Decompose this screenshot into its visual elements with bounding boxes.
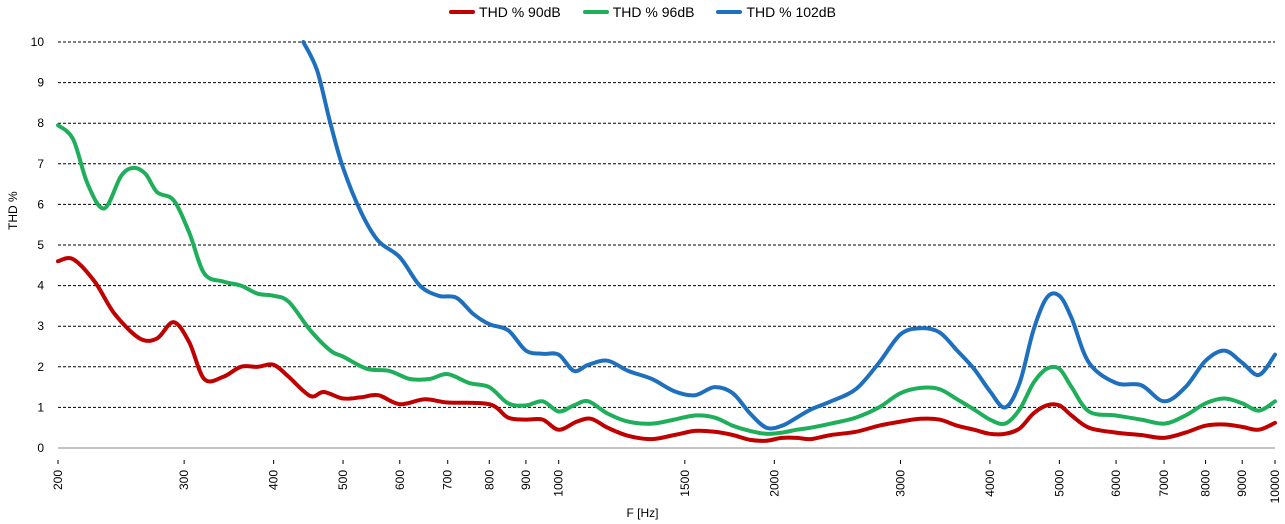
- x-tick-label: 5000: [1052, 470, 1066, 497]
- y-tick-label: 5: [37, 238, 44, 252]
- series-line-1: [56, 123, 1277, 436]
- series-line-0: [56, 256, 1277, 443]
- x-tick-label: 1500: [678, 470, 692, 497]
- x-tick-label: 300: [177, 470, 191, 490]
- y-tick-label: 7: [37, 157, 44, 171]
- x-tick-label: 700: [441, 470, 455, 490]
- legend: THD % 90dB THD % 96dB THD % 102dB: [0, 4, 1285, 20]
- y-tick-label: 0: [37, 441, 44, 455]
- legend-item-90db: THD % 90dB: [449, 4, 561, 20]
- grid: [58, 41, 1275, 408]
- y-tick-label: 1: [37, 400, 44, 414]
- x-tick-label: 9000: [1235, 470, 1249, 497]
- x-tick-label: 400: [267, 470, 281, 490]
- y-axis-ticks: 0 1 2 3 4 5 6 7 8 9 10: [31, 35, 45, 455]
- legend-label-96db: THD % 96dB: [612, 4, 695, 20]
- legend-label-90db: THD % 90dB: [479, 4, 561, 20]
- x-axis-ticks: 200 300 400 500 600 700 800 900 1000 1500 2000 3000…: [51, 460, 1282, 503]
- series-line-2: [301, 40, 1277, 431]
- x-tick-label: 1000: [552, 470, 566, 497]
- legend-label-102db: THD % 102dB: [746, 4, 836, 20]
- x-tick-label: 800: [482, 470, 496, 490]
- x-tick-label: 8000: [1199, 470, 1213, 497]
- legend-swatch-90db: [449, 10, 476, 14]
- legend-swatch-96db: [582, 10, 609, 14]
- x-tick-label: 900: [519, 470, 533, 490]
- legend-item-96db: THD % 96dB: [582, 4, 695, 20]
- y-tick-label: 2: [37, 360, 44, 374]
- legend-item-102db: THD % 102dB: [716, 4, 836, 20]
- legend-swatch-102db: [716, 10, 743, 14]
- y-tick-label: 8: [37, 116, 44, 130]
- x-tick-label: 2000: [767, 470, 781, 497]
- y-tick-label: 10: [31, 35, 45, 49]
- x-tick-label: 500: [336, 470, 350, 490]
- x-axis-label: F [Hz]: [626, 506, 659, 520]
- x-tick-label: 10000: [1268, 470, 1282, 504]
- y-tick-label: 4: [37, 279, 44, 293]
- y-tick-label: 9: [37, 76, 44, 90]
- y-axis-label: THD %: [6, 191, 20, 230]
- x-tick-label: 600: [393, 470, 407, 490]
- x-tick-label: 6000: [1109, 470, 1123, 497]
- series-lines: [56, 40, 1277, 443]
- y-tick-label: 6: [37, 197, 44, 211]
- y-tick-label: 3: [37, 319, 44, 333]
- x-tick-label: 7000: [1157, 470, 1171, 497]
- x-tick-label: 3000: [893, 470, 907, 497]
- x-tick-label: 4000: [983, 470, 997, 497]
- x-tick-label: 200: [51, 470, 65, 490]
